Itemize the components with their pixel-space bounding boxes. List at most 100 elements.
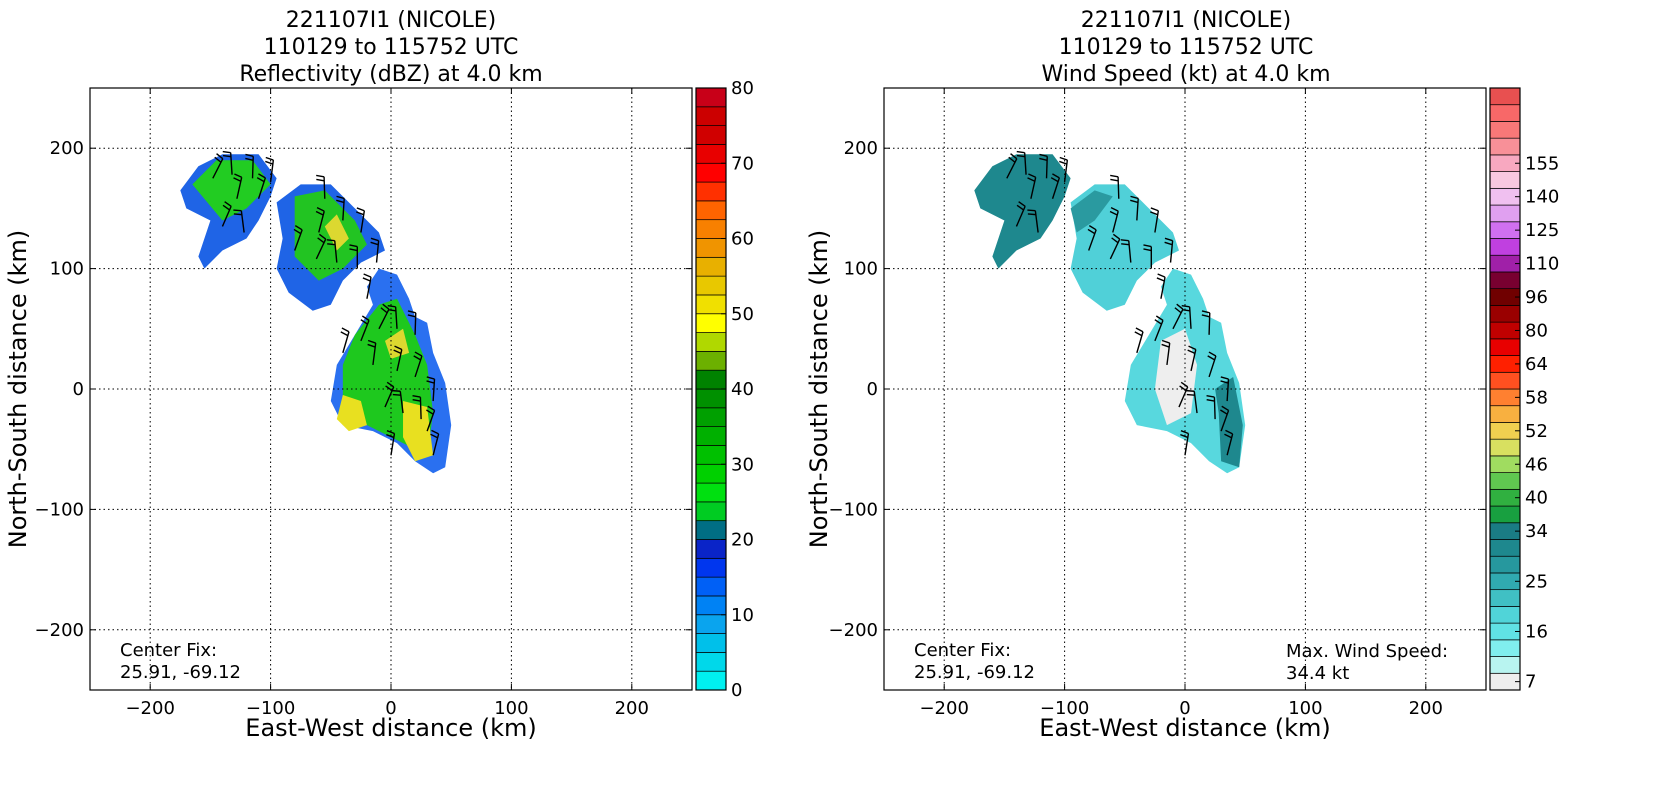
barb-flag <box>1052 173 1060 179</box>
barb-flag <box>1201 314 1210 318</box>
wind-barb <box>1220 405 1230 432</box>
wind-barb <box>222 150 233 175</box>
x-tick-label: 0 <box>1179 698 1190 719</box>
barb-flag <box>362 277 371 282</box>
barb-flag <box>426 409 434 415</box>
barb-flag <box>1180 433 1189 439</box>
colorbar-segment <box>1489 539 1521 557</box>
wind-barb <box>1109 207 1119 233</box>
wind-barb <box>1050 173 1061 199</box>
wind-panel: 221107I1 (NICOLE) 110129 to 115752 UTC W… <box>805 0 1655 787</box>
barb-flag <box>1059 160 1068 165</box>
y-tick-label: 0 <box>867 379 878 400</box>
colorbar-tick-label: 20 <box>731 530 754 551</box>
barb-flag <box>349 248 358 252</box>
colorbar-segment <box>695 614 727 634</box>
wind-barb <box>1039 153 1048 179</box>
colorbar-segment <box>695 238 727 258</box>
colorbar-segment <box>695 557 727 578</box>
barb-flag <box>1109 210 1118 216</box>
barb-flag <box>1156 277 1165 282</box>
colorbar-segment <box>695 332 727 352</box>
barb-flag <box>340 331 349 337</box>
barb-flag <box>393 349 402 355</box>
colorbar-tick-label: 64 <box>1525 354 1548 375</box>
colorbar-tick-label: 25 <box>1525 571 1548 592</box>
wind-barb <box>430 429 440 456</box>
data-field <box>180 150 452 474</box>
colorbar-segment <box>695 576 727 597</box>
barb-flag <box>294 225 303 231</box>
barb-flag <box>245 157 254 161</box>
echo-yellow-1 <box>336 395 367 432</box>
wind-barb <box>336 195 345 221</box>
x-axis-label: East-West distance (km) <box>245 714 536 742</box>
colorbar-tick-label: 96 <box>1525 287 1548 308</box>
barb-flag <box>1180 381 1189 388</box>
wind-barb <box>426 376 436 402</box>
barb-flag <box>363 273 372 278</box>
colorbar: 7 16 25 34 40 46 52 58 64 80 96 110 125 140 155 <box>1489 87 1559 693</box>
barb-flag <box>392 393 401 396</box>
wind-barb <box>413 351 423 378</box>
y-tick-label: −200 <box>829 620 878 641</box>
wind-barb <box>1207 351 1217 378</box>
colorbar-segment <box>1489 104 1521 122</box>
barb-flag <box>1187 349 1196 355</box>
colorbar-segment <box>695 200 727 221</box>
barb-flag <box>1016 204 1024 211</box>
barb-flag <box>1225 429 1233 435</box>
barb-flag <box>1018 201 1026 207</box>
wind-barb <box>1156 273 1166 299</box>
wind-barb <box>1016 150 1027 175</box>
y-tick-label: 100 <box>50 259 84 280</box>
echo-nw-core <box>192 160 271 221</box>
colorbar-segment <box>695 181 727 202</box>
barb-flag <box>361 315 370 321</box>
colorbar-segment <box>1489 555 1521 574</box>
barb-flag <box>412 399 421 402</box>
wind-barb <box>1015 201 1026 227</box>
barb-flag <box>1201 310 1210 314</box>
wind-calm-core <box>1154 328 1198 426</box>
x-tick-label: −200 <box>125 698 174 719</box>
colorbar-tick-label: 46 <box>1525 454 1548 475</box>
colorbar-tick-label: 40 <box>1525 488 1548 509</box>
wind-barb <box>370 237 380 263</box>
barb-flag <box>1224 433 1232 439</box>
barb-flag <box>317 237 325 244</box>
colorbar-segment <box>695 388 727 409</box>
barb-flag <box>387 309 396 312</box>
barb-flag <box>1186 393 1195 396</box>
barb-flag <box>222 204 230 211</box>
barb-flag <box>1010 153 1018 160</box>
max-wind-value: 34.4 kt <box>1286 663 1349 684</box>
colorbar-segment <box>695 633 727 653</box>
wind-barb <box>412 395 422 420</box>
barb-flag <box>386 433 395 439</box>
colorbar-segment <box>695 595 727 616</box>
barb-flag <box>356 207 365 212</box>
barb-flag <box>336 199 345 204</box>
barb-flag <box>1143 248 1152 252</box>
wind-barb <box>233 173 243 199</box>
colorbar-segment <box>695 351 727 371</box>
barb-flag <box>1112 233 1121 240</box>
y-tick-label: 200 <box>844 138 878 159</box>
barb-flag <box>1221 405 1229 412</box>
barb-flag <box>1039 153 1048 157</box>
barb-flag <box>214 156 222 163</box>
barb-flag <box>293 228 302 235</box>
wind-barb <box>355 207 366 233</box>
colorbar-segment <box>695 256 727 277</box>
barb-flag <box>1186 389 1195 392</box>
wind-barb <box>316 174 326 199</box>
colorbar-segment <box>695 407 727 427</box>
barb-flag <box>1134 331 1143 337</box>
colorbar-segment <box>695 520 727 540</box>
barb-flag <box>427 405 435 412</box>
colorbar-frame <box>1489 87 1521 691</box>
x-tick-label: 200 <box>615 698 649 719</box>
barb-flag <box>341 327 350 333</box>
wind-barb <box>221 201 232 227</box>
